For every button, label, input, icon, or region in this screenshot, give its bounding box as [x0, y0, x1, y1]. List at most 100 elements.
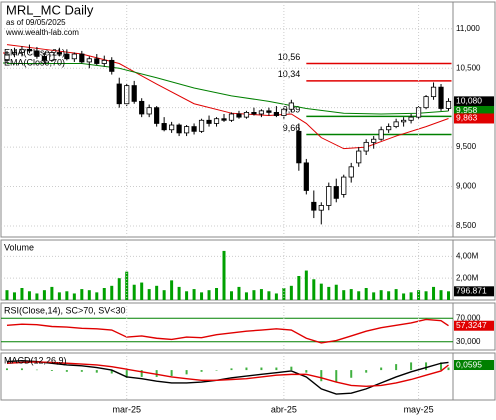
histogram-bar: [447, 367, 450, 371]
y-tick-label: 8,500: [456, 221, 477, 230]
legend-entry: EMA(Close,21): [4, 47, 65, 57]
histogram-bar: [125, 370, 128, 378]
candle-body: [191, 126, 197, 132]
volume-bar: [267, 291, 271, 300]
volume-bar: [304, 270, 308, 300]
histogram-bar: [320, 370, 323, 382]
level-label: 10,34: [278, 69, 301, 79]
last-value-label: 9,863: [456, 113, 478, 123]
volume-bar: [185, 291, 189, 300]
histogram-bar: [350, 370, 353, 378]
volume-bar: [27, 291, 31, 300]
volume-bar: [200, 292, 204, 300]
histogram-bar: [395, 364, 398, 371]
indicator-line: [6, 318, 449, 344]
candle-body: [198, 119, 205, 132]
candle-body: [154, 107, 160, 124]
candle-body: [266, 110, 272, 113]
volume-bar: [379, 290, 383, 300]
volume-bar: [417, 290, 421, 300]
candle-body: [393, 121, 399, 127]
candle-body: [94, 58, 100, 64]
last-value-box: [454, 113, 494, 124]
candle-body: [221, 118, 227, 121]
last-value-box: [454, 320, 494, 331]
histogram-bar: [185, 370, 188, 375]
candle-body: [169, 124, 175, 131]
volume-bar: [42, 290, 46, 300]
volume-bar: [447, 291, 451, 300]
histogram-bar: [95, 370, 98, 373]
candle-body: [318, 205, 324, 211]
histogram-bar: [305, 370, 308, 373]
histogram-bar: [140, 370, 143, 377]
volume-bar: [334, 284, 338, 300]
volume-bar: [140, 282, 144, 300]
volume-bar: [432, 286, 436, 300]
histogram-bar: [275, 367, 278, 371]
candle-body: [109, 59, 115, 72]
histogram-bar: [245, 367, 248, 371]
histogram-bar: [20, 368, 23, 371]
volume-bar: [65, 291, 69, 300]
level-label: 10,56: [278, 52, 301, 62]
volume-bar: [252, 290, 256, 300]
candle-body: [258, 110, 265, 115]
volume-bar: [312, 279, 316, 300]
y-tick-label: 70,000: [456, 313, 481, 322]
panel-title: MACD(12,26,9): [4, 355, 67, 365]
candle-body: [386, 126, 392, 131]
candle-body: [303, 162, 309, 191]
candle-body: [86, 58, 92, 63]
volume-bar: [192, 289, 196, 300]
volume-bar: [155, 285, 159, 300]
candle-body: [41, 56, 48, 61]
volume-bar: [50, 286, 54, 300]
candle-body: [281, 108, 287, 116]
histogram-bar: [215, 370, 218, 371]
panel-frame: [0, 239, 496, 301]
candle-body: [236, 113, 242, 118]
volume-bar: [349, 289, 353, 300]
histogram-bar: [65, 370, 68, 372]
volume-bar: [237, 286, 241, 300]
volume-bar: [80, 289, 84, 300]
candle-body: [64, 53, 70, 60]
volume-bar: [132, 284, 136, 300]
candle-body: [71, 53, 77, 60]
histogram-bar: [170, 370, 173, 377]
histogram-bar: [260, 367, 263, 371]
volume-bar: [327, 286, 331, 300]
volume-bar: [117, 278, 121, 300]
volume-bar: [229, 291, 233, 300]
level-label: 9,66: [283, 123, 301, 133]
candle-body: [11, 52, 18, 55]
candle-body: [423, 96, 429, 109]
histogram-bar: [335, 370, 338, 383]
histogram-bar: [410, 362, 413, 371]
last-value-box: [454, 96, 494, 107]
volume-bar: [387, 291, 391, 300]
candle-body: [79, 53, 85, 63]
candle-body: [333, 186, 339, 199]
candle-body: [378, 129, 384, 140]
candle-body: [363, 141, 369, 152]
candle-body: [408, 116, 414, 121]
volume-bar: [162, 290, 166, 300]
volume-bar: [372, 292, 376, 300]
last-value-box: [454, 105, 494, 116]
volume-bar: [57, 292, 61, 300]
candle-body: [124, 85, 130, 105]
last-value-box: [454, 360, 494, 371]
histogram-bar: [50, 370, 53, 371]
candle-body: [4, 53, 10, 61]
candle-body: [311, 201, 317, 211]
last-value-box: [454, 286, 494, 297]
y-tick-label: 2,00M: [456, 273, 479, 282]
candle-body: [430, 86, 437, 98]
volume-bar: [12, 292, 16, 300]
histogram-bar: [425, 362, 428, 371]
candle-body: [348, 166, 354, 178]
candle-body: [213, 118, 220, 124]
